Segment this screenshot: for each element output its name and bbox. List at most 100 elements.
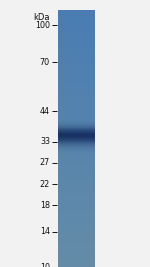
- Bar: [58, 151, 95, 152]
- Bar: [58, 169, 95, 170]
- Bar: [58, 36, 95, 37]
- Bar: [58, 249, 95, 250]
- Bar: [58, 33, 95, 34]
- Bar: [58, 70, 95, 71]
- Text: 27: 27: [40, 158, 50, 167]
- Bar: [58, 125, 95, 126]
- Bar: [58, 24, 95, 25]
- Bar: [58, 51, 95, 52]
- Text: 18: 18: [40, 201, 50, 210]
- Bar: [58, 165, 95, 166]
- Bar: [58, 225, 95, 226]
- Bar: [58, 198, 95, 199]
- Bar: [58, 258, 95, 259]
- Bar: [58, 226, 95, 227]
- Bar: [58, 257, 95, 258]
- Bar: [58, 43, 95, 44]
- Bar: [58, 12, 95, 13]
- Bar: [58, 194, 95, 195]
- Bar: [58, 97, 95, 98]
- Bar: [58, 157, 95, 158]
- Bar: [58, 239, 95, 240]
- Bar: [58, 140, 95, 141]
- Bar: [58, 161, 95, 162]
- Bar: [58, 54, 95, 55]
- Bar: [58, 35, 95, 36]
- Bar: [58, 133, 95, 134]
- Bar: [58, 238, 95, 239]
- Bar: [58, 71, 95, 72]
- Bar: [58, 160, 95, 161]
- Bar: [58, 210, 95, 211]
- Bar: [58, 245, 95, 246]
- Bar: [58, 29, 95, 30]
- Bar: [58, 166, 95, 167]
- Bar: [58, 150, 95, 151]
- Bar: [58, 83, 95, 84]
- Bar: [58, 30, 95, 31]
- Bar: [58, 72, 95, 73]
- Bar: [58, 69, 95, 70]
- Bar: [58, 254, 95, 255]
- Bar: [58, 143, 95, 144]
- Bar: [58, 91, 95, 92]
- Bar: [58, 103, 95, 104]
- Bar: [58, 263, 95, 264]
- Bar: [58, 65, 95, 66]
- Bar: [58, 222, 95, 223]
- Bar: [58, 113, 95, 114]
- Bar: [58, 212, 95, 213]
- Bar: [58, 227, 95, 228]
- Bar: [58, 94, 95, 95]
- Bar: [58, 59, 95, 60]
- Bar: [58, 68, 95, 69]
- Bar: [58, 146, 95, 147]
- Bar: [58, 34, 95, 35]
- Bar: [58, 184, 95, 185]
- Bar: [58, 177, 95, 178]
- Bar: [58, 181, 95, 182]
- Bar: [58, 115, 95, 116]
- Bar: [58, 173, 95, 174]
- Bar: [58, 186, 95, 187]
- Bar: [58, 41, 95, 42]
- Bar: [58, 159, 95, 160]
- Bar: [58, 64, 95, 65]
- Bar: [58, 241, 95, 242]
- Bar: [58, 135, 95, 136]
- Bar: [58, 50, 95, 51]
- Bar: [58, 116, 95, 117]
- Bar: [58, 137, 95, 138]
- Bar: [58, 92, 95, 93]
- Bar: [58, 78, 95, 79]
- Bar: [58, 108, 95, 109]
- Bar: [58, 84, 95, 85]
- Bar: [58, 124, 95, 125]
- Bar: [58, 42, 95, 43]
- Bar: [58, 185, 95, 186]
- Bar: [58, 38, 95, 39]
- Text: 22: 22: [40, 180, 50, 189]
- Bar: [58, 107, 95, 108]
- Bar: [58, 180, 95, 181]
- Bar: [58, 95, 95, 96]
- Bar: [58, 207, 95, 208]
- Bar: [58, 183, 95, 184]
- Bar: [58, 88, 95, 89]
- Bar: [58, 149, 95, 150]
- Bar: [58, 213, 95, 214]
- Bar: [58, 232, 95, 233]
- Bar: [58, 247, 95, 248]
- Bar: [58, 129, 95, 130]
- Bar: [58, 199, 95, 200]
- Bar: [58, 190, 95, 191]
- Bar: [58, 250, 95, 251]
- Bar: [58, 217, 95, 218]
- Bar: [58, 96, 95, 97]
- Bar: [58, 204, 95, 205]
- Bar: [58, 256, 95, 257]
- Bar: [58, 10, 95, 11]
- Bar: [58, 18, 95, 19]
- Bar: [58, 11, 95, 12]
- Bar: [58, 21, 95, 22]
